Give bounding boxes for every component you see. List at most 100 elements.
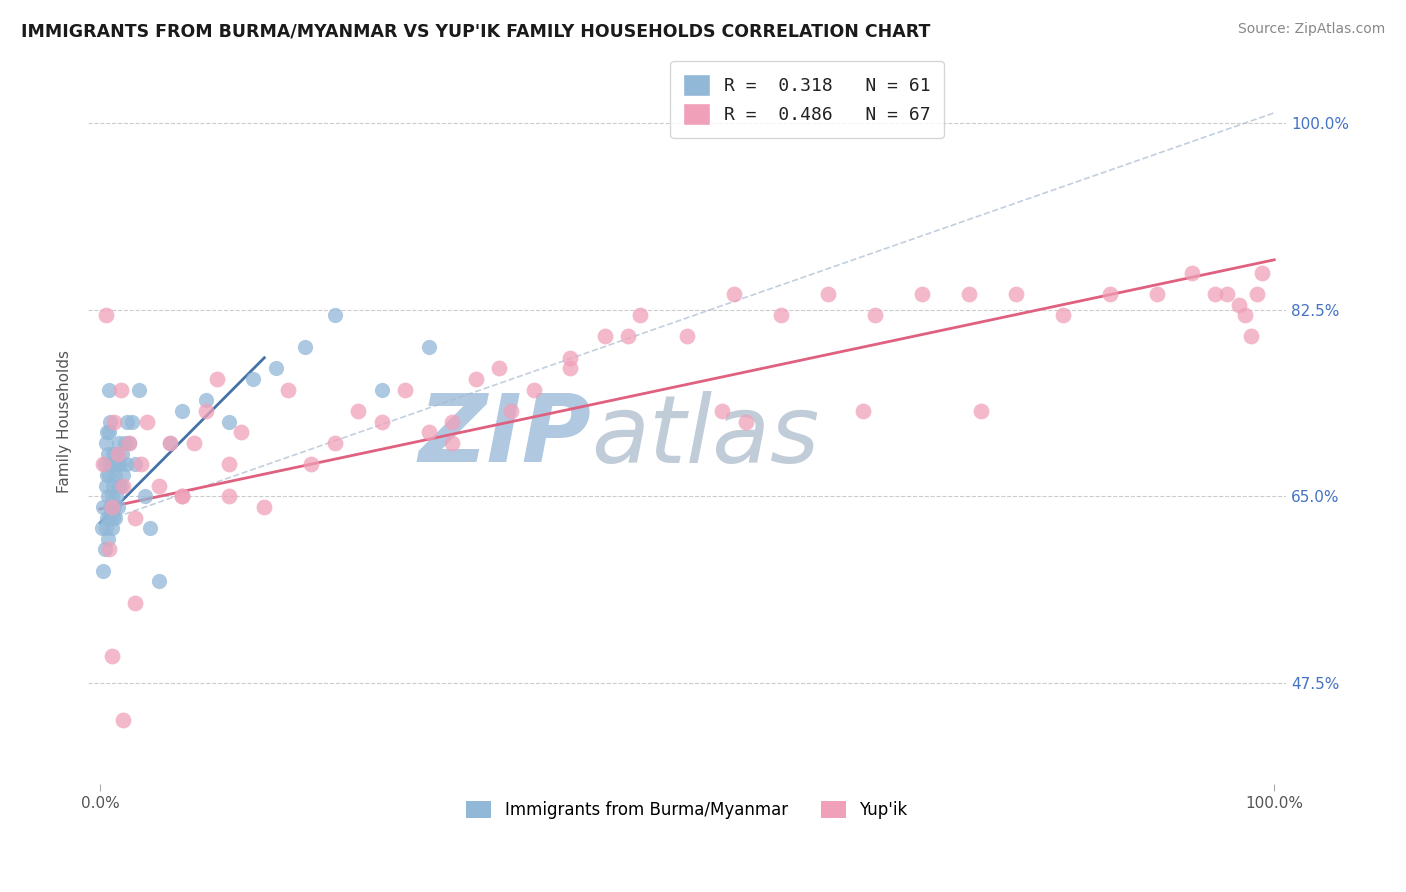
Point	[347, 404, 370, 418]
Point	[111, 447, 134, 461]
Point	[105, 447, 128, 461]
Point	[98, 467, 121, 482]
Point	[723, 286, 745, 301]
Point	[769, 308, 792, 322]
Point	[628, 308, 651, 322]
Point	[100, 521, 122, 535]
Point	[1098, 286, 1121, 301]
Point	[558, 351, 581, 365]
Point	[112, 467, 135, 482]
Point	[129, 457, 152, 471]
Legend: Immigrants from Burma/Myanmar, Yup'ik: Immigrants from Burma/Myanmar, Yup'ik	[460, 795, 914, 826]
Point	[118, 436, 141, 450]
Point	[1052, 308, 1074, 322]
Point	[172, 489, 194, 503]
Point	[1146, 286, 1168, 301]
Point	[558, 361, 581, 376]
Point	[1216, 286, 1239, 301]
Point	[103, 500, 125, 514]
Point	[107, 447, 129, 461]
Point	[1251, 266, 1274, 280]
Point	[93, 457, 115, 471]
Point	[98, 425, 121, 440]
Point	[148, 478, 170, 492]
Point	[114, 436, 136, 450]
Text: atlas: atlas	[592, 391, 820, 482]
Y-axis label: Family Households: Family Households	[58, 351, 72, 493]
Point	[96, 510, 118, 524]
Point	[969, 404, 991, 418]
Point	[97, 447, 120, 461]
Point	[134, 489, 156, 503]
Point	[96, 425, 118, 440]
Point	[1233, 308, 1256, 322]
Point	[371, 383, 394, 397]
Point	[100, 457, 122, 471]
Point	[128, 383, 150, 397]
Point	[118, 436, 141, 450]
Point	[499, 404, 522, 418]
Point	[124, 596, 146, 610]
Point	[418, 340, 440, 354]
Point	[101, 447, 124, 461]
Point	[115, 415, 138, 429]
Point	[441, 436, 464, 450]
Point	[104, 510, 127, 524]
Point	[277, 383, 299, 397]
Point	[101, 510, 124, 524]
Point	[100, 457, 122, 471]
Point	[100, 415, 122, 429]
Point	[139, 521, 162, 535]
Point	[98, 542, 121, 557]
Point	[93, 542, 115, 557]
Point	[394, 383, 416, 397]
Point	[218, 457, 240, 471]
Point	[294, 340, 316, 354]
Point	[105, 489, 128, 503]
Point	[104, 467, 127, 482]
Point	[299, 457, 322, 471]
Point	[148, 574, 170, 589]
Point	[817, 286, 839, 301]
Point	[107, 500, 129, 514]
Point	[229, 425, 252, 440]
Point	[103, 415, 125, 429]
Point	[110, 383, 132, 397]
Point	[93, 457, 115, 471]
Point	[107, 478, 129, 492]
Point	[323, 308, 346, 322]
Point	[1005, 286, 1028, 301]
Point	[98, 383, 121, 397]
Point	[734, 415, 756, 429]
Point	[94, 521, 117, 535]
Point	[101, 478, 124, 492]
Point	[96, 467, 118, 482]
Point	[464, 372, 486, 386]
Point	[194, 393, 217, 408]
Point	[441, 415, 464, 429]
Point	[112, 478, 135, 492]
Point	[711, 404, 734, 418]
Point	[112, 713, 135, 727]
Point	[114, 457, 136, 471]
Point	[676, 329, 699, 343]
Point	[617, 329, 640, 343]
Point	[418, 425, 440, 440]
Point	[1227, 297, 1250, 311]
Point	[100, 648, 122, 663]
Point	[91, 521, 114, 535]
Point	[97, 489, 120, 503]
Point	[264, 361, 287, 376]
Point	[1205, 286, 1227, 301]
Point	[1240, 329, 1263, 343]
Point	[107, 457, 129, 471]
Point	[1246, 286, 1268, 301]
Point	[94, 436, 117, 450]
Point	[124, 457, 146, 471]
Point	[94, 308, 117, 322]
Point	[94, 478, 117, 492]
Text: Source: ZipAtlas.com: Source: ZipAtlas.com	[1237, 22, 1385, 37]
Text: ZIP: ZIP	[419, 390, 592, 483]
Point	[218, 415, 240, 429]
Text: IMMIGRANTS FROM BURMA/MYANMAR VS YUP'IK FAMILY HOUSEHOLDS CORRELATION CHART: IMMIGRANTS FROM BURMA/MYANMAR VS YUP'IK …	[21, 22, 931, 40]
